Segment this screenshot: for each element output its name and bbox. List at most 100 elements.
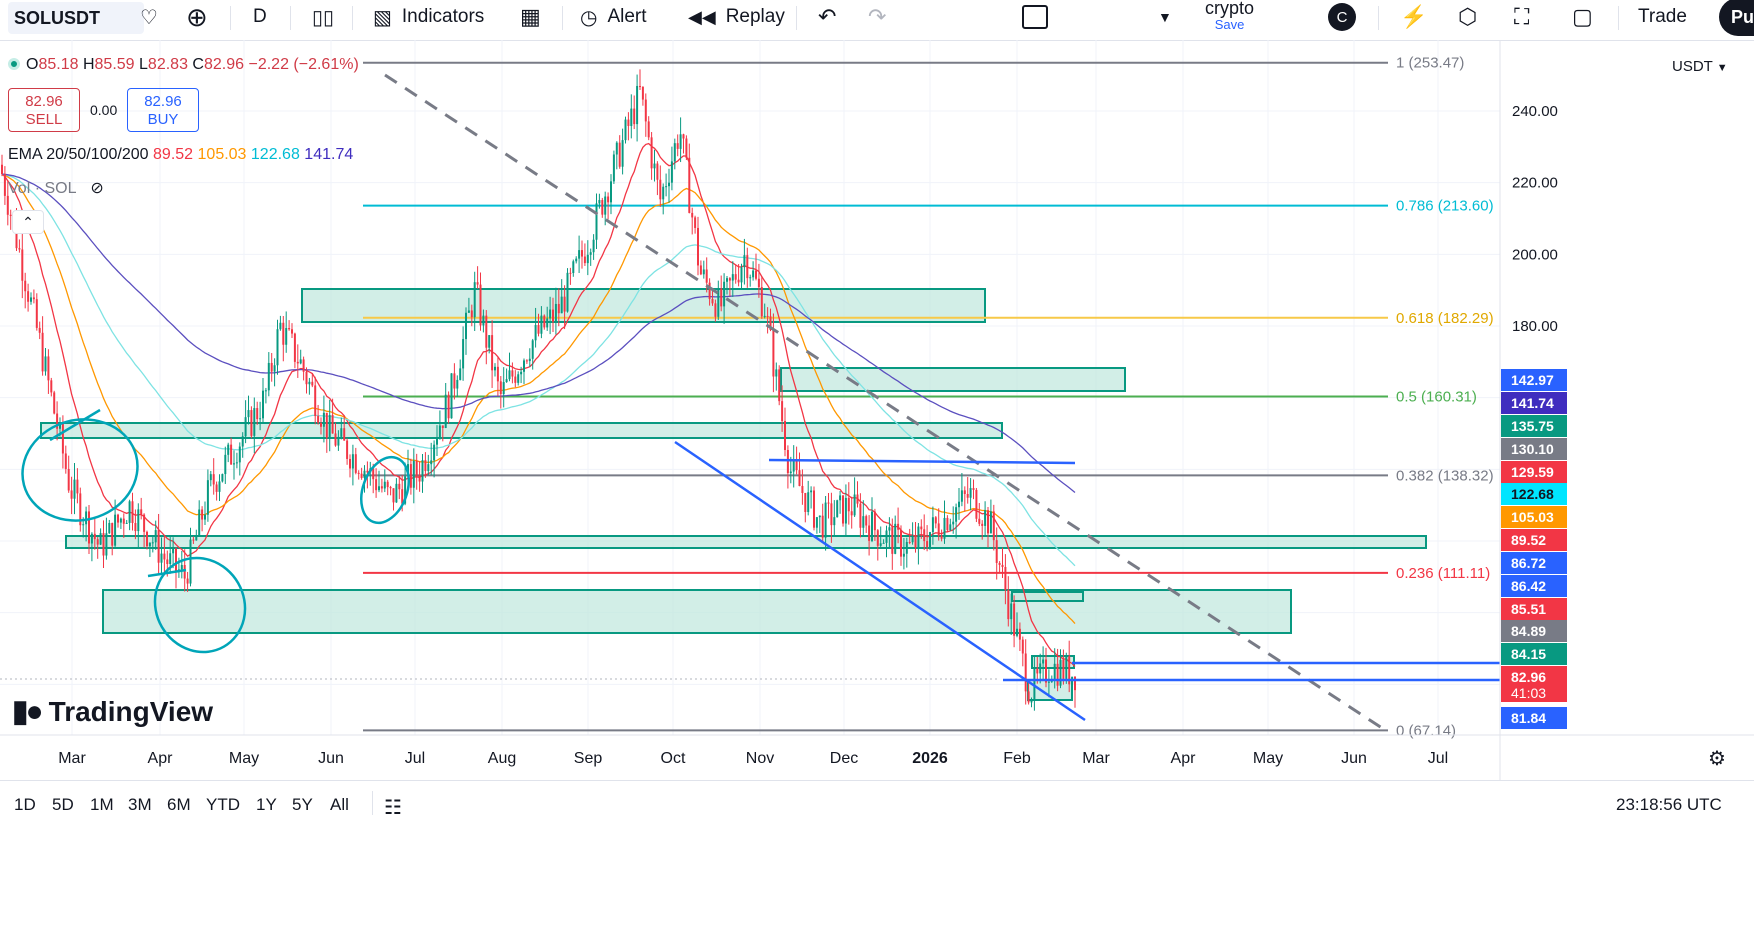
trade-button[interactable]: Trade bbox=[1638, 6, 1687, 27]
candle-body bbox=[259, 418, 262, 420]
interval-button[interactable]: D bbox=[253, 6, 267, 27]
candle-body bbox=[1036, 668, 1039, 674]
candle-body bbox=[604, 196, 607, 215]
candles-icon[interactable]: ▯▯ bbox=[312, 6, 335, 29]
layouts-icon[interactable]: ▦ bbox=[520, 4, 541, 29]
candle-body bbox=[276, 329, 279, 366]
candle-body bbox=[160, 553, 163, 563]
camera-icon[interactable]: ▢ bbox=[1572, 4, 1593, 29]
range-button-ytd[interactable]: YTD bbox=[206, 795, 240, 814]
currency-selector[interactable]: USDT ▼ bbox=[1672, 58, 1728, 75]
redo-icon[interactable]: ↷ bbox=[868, 4, 887, 29]
candle-body bbox=[891, 527, 894, 554]
candle-body bbox=[981, 523, 984, 526]
candle-body bbox=[462, 339, 465, 369]
fullscreen-square-icon[interactable] bbox=[1022, 0, 1048, 34]
candle-body bbox=[1068, 656, 1071, 685]
range-button-3m[interactable]: 3M bbox=[128, 795, 152, 814]
date-range-icon[interactable]: ☷ bbox=[384, 797, 402, 819]
candle-body bbox=[656, 163, 659, 180]
sell-button[interactable]: 82.96 SELL bbox=[8, 88, 80, 132]
candle-body bbox=[708, 282, 711, 299]
layout-name[interactable]: crypto Save bbox=[1205, 0, 1255, 32]
candle-body bbox=[827, 502, 830, 504]
candle-body bbox=[424, 460, 427, 472]
range-button-all[interactable]: All bbox=[330, 795, 349, 814]
clock[interactable]: 23:18:56 UTC bbox=[1616, 795, 1722, 814]
candle-body bbox=[212, 474, 215, 485]
candle-body bbox=[612, 154, 615, 182]
candle-body bbox=[21, 249, 24, 281]
candle-body bbox=[882, 542, 885, 544]
zone-rectangle bbox=[1031, 655, 1075, 669]
chevron-down-icon[interactable]: ▼ bbox=[1158, 9, 1172, 25]
symbol-search[interactable]: SOLUSDT bbox=[8, 2, 145, 34]
dashed-trendline bbox=[384, 73, 1389, 734]
volume-legend[interactable]: Vol · SOL ⊘ bbox=[8, 180, 104, 197]
candle-body bbox=[673, 143, 676, 162]
candle-body bbox=[372, 468, 375, 480]
undo-icon[interactable]: ↶ bbox=[818, 4, 837, 29]
candle-body bbox=[926, 541, 929, 547]
range-button-1y[interactable]: 1Y bbox=[256, 795, 277, 814]
candle-body bbox=[41, 332, 44, 372]
candle-body bbox=[470, 310, 473, 318]
buy-button[interactable]: 82.96 BUY bbox=[127, 88, 199, 132]
candle-body bbox=[256, 408, 259, 420]
compare-add-icon[interactable]: ⊕ bbox=[186, 1, 208, 32]
collapse-legend-button[interactable]: ⌃ bbox=[12, 210, 44, 234]
alert-button[interactable]: ◷ Alert bbox=[580, 6, 647, 29]
candle-body bbox=[148, 542, 151, 547]
range-button-5y[interactable]: 5Y bbox=[292, 795, 313, 814]
range-button-1d[interactable]: 1D bbox=[14, 795, 36, 814]
candle-body bbox=[279, 322, 282, 330]
candle-body bbox=[50, 380, 53, 393]
price-chart[interactable]: 1 (253.47) 0.786 (213.60) 0.618 (182.29) 0.… bbox=[0, 40, 1754, 780]
heart-icon[interactable]: ♡ bbox=[140, 6, 158, 29]
price-tag bbox=[1501, 369, 1567, 391]
x-tick-label: Mar bbox=[1082, 750, 1110, 767]
hand-drawn-circle bbox=[153, 556, 247, 654]
fib-level-label: 0.618 (182.29) bbox=[1396, 310, 1494, 327]
candle-body bbox=[757, 278, 760, 288]
candle-body bbox=[1001, 564, 1004, 567]
price-tag-label: 129.59 bbox=[1511, 464, 1554, 480]
x-tick-label: Oct bbox=[661, 750, 686, 767]
publish-button[interactable]: Pu bbox=[1719, 0, 1754, 36]
candle-body bbox=[694, 217, 697, 228]
candle-body bbox=[534, 325, 537, 341]
candle-body bbox=[195, 535, 198, 541]
settings-hex-icon[interactable]: ⬡ bbox=[1458, 4, 1478, 29]
gear-icon[interactable]: ⚙ bbox=[1708, 748, 1726, 770]
eye-hidden-icon[interactable]: ⊘ bbox=[90, 180, 104, 197]
candle-body bbox=[378, 486, 380, 491]
candle-body bbox=[366, 470, 369, 473]
candle-body bbox=[644, 99, 647, 122]
range-button-1m[interactable]: 1M bbox=[90, 795, 114, 814]
candle-body bbox=[905, 541, 908, 554]
candle-body bbox=[418, 475, 421, 482]
replay-button[interactable]: ◀◀ Replay bbox=[688, 6, 785, 27]
fullscreen-icon[interactable]: ⛶ bbox=[1514, 4, 1530, 29]
candle-body bbox=[412, 460, 415, 488]
range-button-6m[interactable]: 6M bbox=[167, 795, 191, 814]
candle-body bbox=[383, 481, 386, 489]
fib-level-label: 1 (253.47) bbox=[1396, 55, 1464, 72]
candle-body bbox=[357, 472, 360, 474]
ema50-line bbox=[1, 173, 1076, 625]
candle-body bbox=[813, 490, 815, 528]
y-tick-label: 180.00 bbox=[1512, 318, 1558, 335]
candle-body bbox=[479, 284, 482, 326]
candle-body bbox=[537, 325, 540, 334]
range-button-5d[interactable]: 5D bbox=[52, 795, 74, 814]
lightning-icon[interactable]: ⚡ bbox=[1400, 4, 1428, 29]
candle-body bbox=[291, 329, 293, 334]
hand-drawn-stroke bbox=[147, 568, 187, 578]
candle-body bbox=[795, 460, 798, 471]
candle-body bbox=[282, 322, 285, 345]
avatar[interactable]: C bbox=[1328, 3, 1356, 31]
candle-body bbox=[839, 495, 842, 501]
ema-legend[interactable]: EMA 20/50/100/200 89.52 105.03 122.68 14… bbox=[8, 146, 354, 163]
indicators-button[interactable]: ▧ Indicators bbox=[373, 6, 485, 29]
ema20-value: 89.52 bbox=[153, 146, 194, 163]
